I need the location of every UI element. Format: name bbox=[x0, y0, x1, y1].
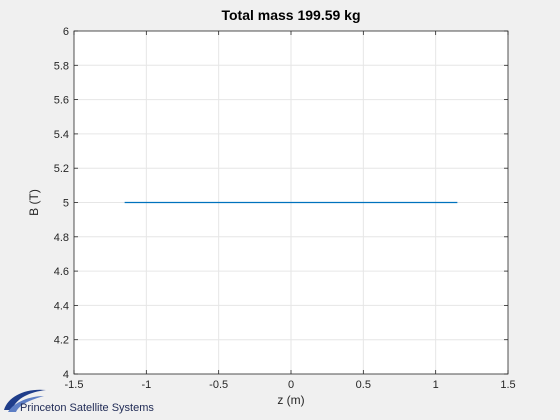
x-tick-label: -0.5 bbox=[209, 379, 228, 391]
y-tick-label: 5.8 bbox=[54, 60, 69, 72]
x-tick-label: 0.5 bbox=[356, 379, 371, 391]
swoosh-logo-accent-icon bbox=[8, 396, 44, 412]
y-tick-label: 6 bbox=[63, 26, 69, 38]
y-tick-label: 4.6 bbox=[54, 266, 69, 278]
y-axis-label: B (T) bbox=[27, 189, 41, 216]
y-tick-label: 4 bbox=[63, 369, 69, 381]
swoosh-logo-icon bbox=[4, 389, 46, 410]
y-tick-label: 4.4 bbox=[54, 300, 69, 312]
x-tick-label: 1.5 bbox=[500, 379, 515, 391]
y-tick-label: 5.6 bbox=[54, 95, 69, 107]
y-tick-label: 5.2 bbox=[54, 163, 69, 175]
chart-title: Total mass 199.59 kg bbox=[221, 7, 360, 23]
logo: Princeton Satellite Systems bbox=[4, 389, 154, 414]
x-tick-label: 1 bbox=[433, 379, 439, 391]
y-tick-label: 5 bbox=[63, 198, 69, 210]
x-tick-label: -1 bbox=[141, 379, 151, 391]
ticks: -1.5 -1 -0.5 0 0.5 1 1.5 4 4.2 4.4 4.6 4.8 5 5.2 5.4 5.… bbox=[54, 26, 516, 391]
x-axis-label: z (m) bbox=[277, 393, 304, 407]
y-tick-label: 5.4 bbox=[54, 129, 69, 141]
x-tick-label: -1.5 bbox=[65, 379, 84, 391]
y-tick-label: 4.2 bbox=[54, 335, 69, 347]
y-tick-label: 4.8 bbox=[54, 232, 69, 244]
logo-text: Princeton Satellite Systems bbox=[20, 402, 154, 414]
x-tick-label: 0 bbox=[288, 379, 294, 391]
